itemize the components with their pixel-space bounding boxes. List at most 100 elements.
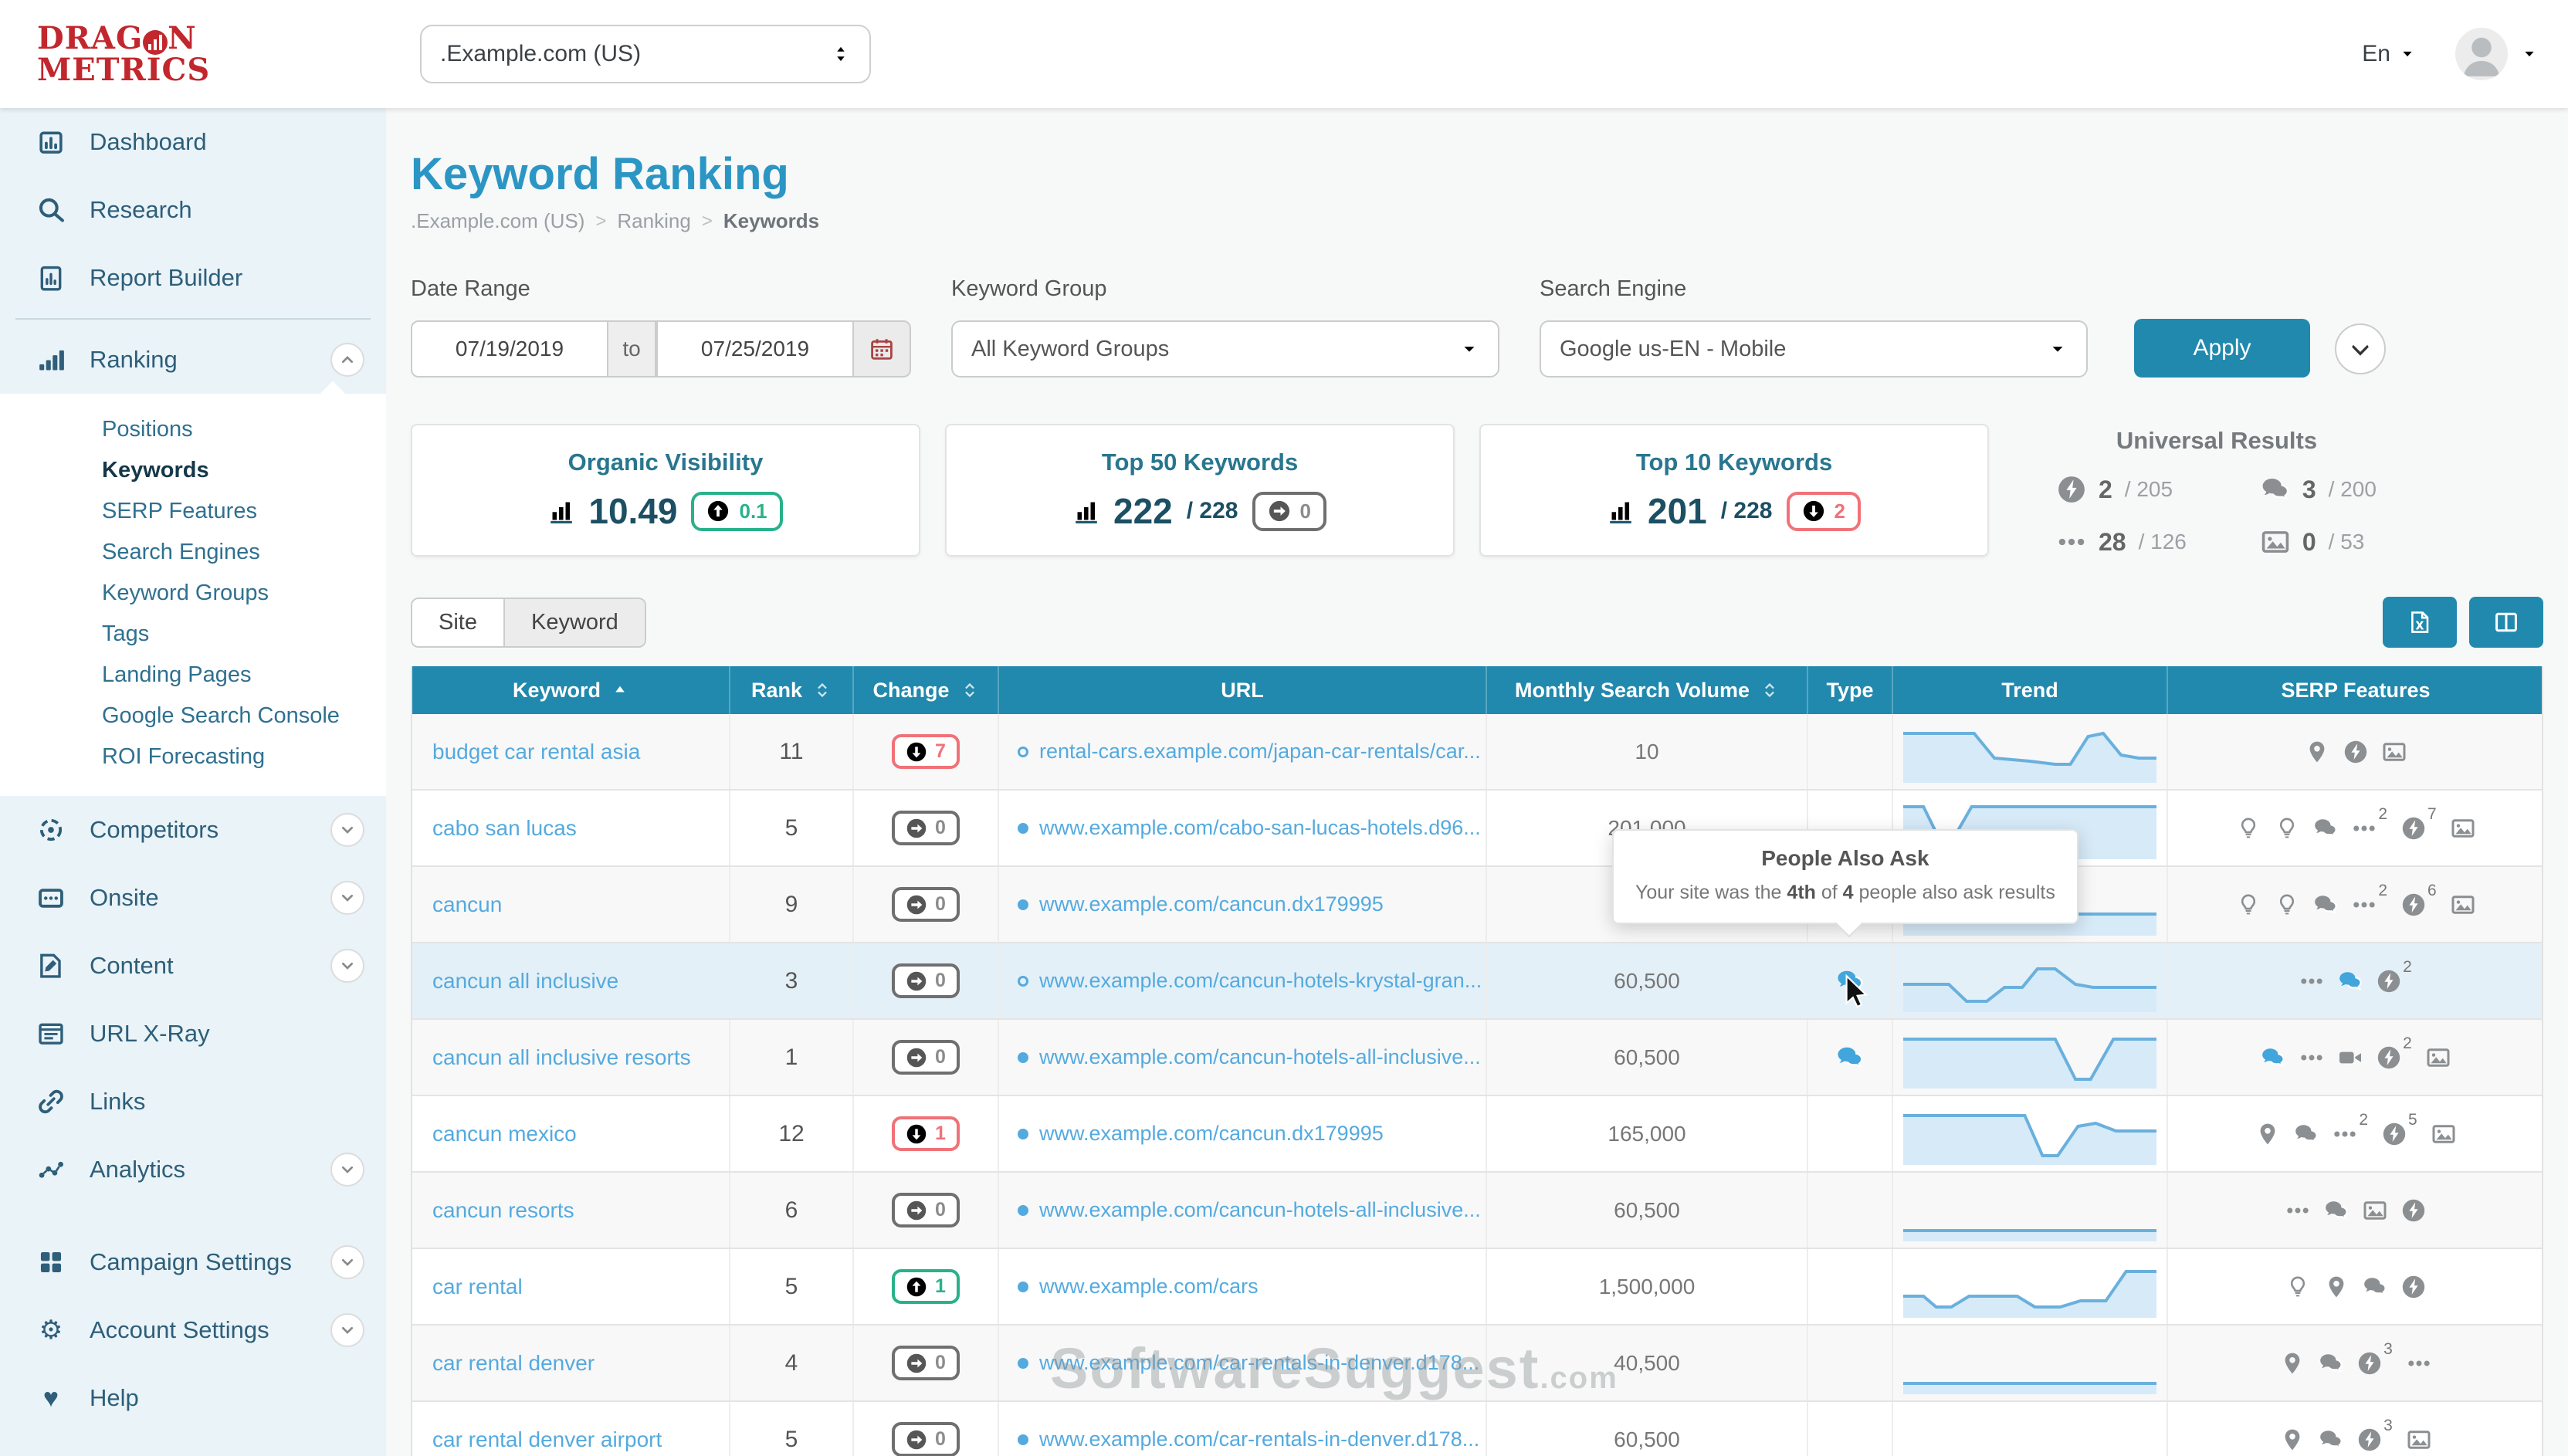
tab-site[interactable]: Site: [412, 599, 503, 646]
table-row-cancun-all-inclusive: cancun all inclusive30www.example.com/ca…: [412, 943, 2542, 1020]
keyword-link[interactable]: car rental: [412, 1249, 730, 1324]
sidebar-subitem-landing-pages[interactable]: Landing Pages: [0, 655, 386, 696]
type-chat-icon[interactable]: [1836, 1044, 1864, 1072]
keyword-link[interactable]: budget car rental asia: [412, 714, 730, 789]
sidebar-chevron-down[interactable]: [330, 1153, 364, 1187]
column-header-url[interactable]: URL: [999, 666, 1487, 714]
keyword-link[interactable]: cancun all inclusive resorts: [412, 1020, 730, 1095]
serp-ellipsis-icon: 2: [2333, 1122, 2368, 1146]
sidebar-subitem-positions[interactable]: Positions: [0, 409, 386, 450]
sidebar-item-campaign-settings[interactable]: Campaign Settings: [0, 1228, 386, 1296]
sidebar-item-competitors[interactable]: Competitors: [0, 796, 386, 864]
keyword-group-select[interactable]: All Keyword Groups: [951, 320, 1499, 378]
keyword-link[interactable]: cancun all inclusive: [412, 943, 730, 1018]
url-link[interactable]: rental-cars.example.com/japan-car-rental…: [1039, 740, 1481, 764]
sidebar-chevron-down[interactable]: [330, 1245, 364, 1279]
url-link[interactable]: www.example.com/cabo-san-lucas-hotels.d9…: [1039, 816, 1481, 840]
calendar-button[interactable]: [852, 320, 911, 378]
column-header-rank[interactable]: Rank: [730, 666, 854, 714]
sidebar-chevron-down[interactable]: [330, 813, 364, 847]
expand-filters-button[interactable]: [2335, 323, 2386, 374]
columns-button[interactable]: [2469, 597, 2543, 648]
url-link[interactable]: www.example.com/cancun.dx179995: [1039, 892, 1384, 916]
search-engine-select[interactable]: Google us-EN - Mobile: [1540, 320, 2088, 378]
image-icon: [2261, 527, 2290, 557]
date-to-input[interactable]: [656, 320, 854, 378]
url-link[interactable]: www.example.com/car-rentals-in-denver.d1…: [1039, 1427, 1479, 1451]
url-link[interactable]: www.example.com/cars: [1039, 1275, 1259, 1299]
change-value: 0: [935, 1428, 946, 1451]
serp-amp-icon: 3: [2357, 1427, 2393, 1452]
stat-card-value: 222: [1113, 490, 1173, 532]
breadcrumb-section[interactable]: Ranking: [617, 209, 690, 233]
url-link[interactable]: www.example.com/cancun-hotels-krystal-gr…: [1039, 969, 1482, 993]
column-header-change[interactable]: Change: [854, 666, 999, 714]
sidebar-item-url-x-ray[interactable]: URL X-Ray: [0, 1000, 386, 1068]
sidebar-subitem-search-engines[interactable]: Search Engines: [0, 532, 386, 573]
user-avatar[interactable]: [2455, 28, 2508, 80]
sidebar-chevron-up[interactable]: [330, 343, 364, 377]
url-link[interactable]: www.example.com/cancun-hotels-all-inclus…: [1039, 1198, 1481, 1222]
column-header-trend[interactable]: Trend: [1893, 666, 2168, 714]
ellipsis-icon: [2057, 527, 2086, 557]
sidebar-subitem-tags[interactable]: Tags: [0, 614, 386, 655]
column-header-serp-features[interactable]: SERP Features: [2168, 666, 2543, 714]
dragon-metrics-logo[interactable]: DRAGN METRICS: [0, 23, 386, 86]
sidebar-item-account-settings[interactable]: ⚙Account Settings: [0, 1296, 386, 1364]
date-from-input[interactable]: [411, 320, 608, 378]
chevron-up-icon: [338, 350, 357, 369]
apply-button[interactable]: Apply: [2134, 319, 2310, 378]
change-value: 0: [935, 1352, 946, 1374]
sidebar-item-help[interactable]: ♥Help: [0, 1364, 386, 1432]
sidebar-chevron-down[interactable]: [330, 1313, 364, 1347]
sidebar-item-label: Campaign Settings: [90, 1248, 292, 1276]
column-header-type[interactable]: Type: [1808, 666, 1893, 714]
column-header-monthly-search-volume[interactable]: Monthly Search Volume: [1487, 666, 1808, 714]
sidebar-item-onsite[interactable]: Onsite: [0, 864, 386, 932]
sidebar-subitem-keywords[interactable]: Keywords: [0, 450, 386, 491]
keyword-link[interactable]: car rental denver airport: [412, 1402, 730, 1456]
column-header-keyword[interactable]: Keyword: [412, 666, 730, 714]
sidebar-chevron-down[interactable]: [330, 949, 364, 983]
language-label: En: [2362, 41, 2390, 67]
sidebar-chevron-down[interactable]: [330, 881, 364, 915]
keyword-link[interactable]: cancun resorts: [412, 1173, 730, 1248]
sidebar-item-research[interactable]: Research: [0, 176, 386, 244]
change-badge-up: 0.1: [691, 492, 782, 531]
change-badge-down: 7: [892, 734, 960, 769]
keyword-link[interactable]: cabo san lucas: [412, 791, 730, 865]
tab-keyword[interactable]: Keyword: [503, 599, 645, 646]
sidebar-item-content[interactable]: Content: [0, 932, 386, 1000]
url-link[interactable]: www.example.com/cancun.dx179995: [1039, 1122, 1384, 1146]
sidebar-item-ranking[interactable]: Ranking: [0, 326, 386, 394]
serp-count: 6: [2427, 882, 2437, 900]
keyword-link[interactable]: car rental denver: [412, 1326, 730, 1400]
breadcrumb-root[interactable]: .Example.com (US): [411, 209, 584, 233]
language-selector[interactable]: En: [2362, 41, 2415, 67]
gear-icon: ⚙: [37, 1316, 65, 1344]
universal-item-image: 0/ 53: [2261, 527, 2377, 557]
rank-value: 5: [730, 1249, 854, 1324]
universal-item-amp: 2/ 205: [2057, 475, 2187, 504]
search-engine-field: Search Engine Google us-EN - Mobile: [1540, 276, 2088, 378]
trend-sparkline: [1903, 1409, 2156, 1456]
sidebar-subitem-google-search-console[interactable]: Google Search Console: [0, 696, 386, 736]
sidebar-item-links[interactable]: Links: [0, 1068, 386, 1136]
export-excel-button[interactable]: [2383, 597, 2457, 648]
keyword-link[interactable]: cancun mexico: [412, 1096, 730, 1171]
url-link[interactable]: www.example.com/cancun-hotels-all-inclus…: [1039, 1045, 1481, 1069]
sidebar-subitem-keyword-groups[interactable]: Keyword Groups: [0, 573, 386, 614]
sidebar-item-dashboard[interactable]: Dashboard: [0, 108, 386, 176]
site-selector[interactable]: .Example.com (US): [420, 25, 871, 83]
chevron-down-icon[interactable]: [2522, 46, 2537, 62]
sidebar-item-report-builder[interactable]: Report Builder: [0, 244, 386, 312]
breadcrumb-current: Keywords: [723, 209, 819, 233]
keyword-link[interactable]: cancun: [412, 867, 730, 942]
sidebar-item-analytics[interactable]: Analytics: [0, 1136, 386, 1204]
sidebar-subitem-serp-features[interactable]: SERP Features: [0, 491, 386, 532]
rank-value: 3: [730, 943, 854, 1018]
column-label: Monthly Search Volume: [1515, 679, 1750, 703]
sidebar-subitem-roi-forecasting[interactable]: ROI Forecasting: [0, 736, 386, 777]
url-link[interactable]: www.example.com/car-rentals-in-denver.d1…: [1039, 1351, 1479, 1375]
column-label: Type: [1826, 679, 1873, 703]
